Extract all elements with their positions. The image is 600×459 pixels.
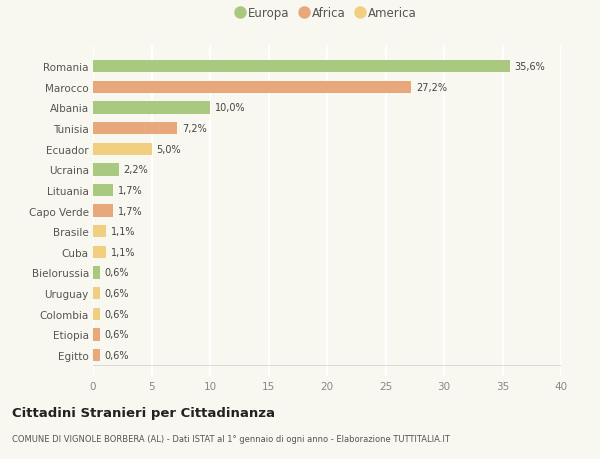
Bar xyxy=(93,143,151,156)
Bar xyxy=(93,61,509,73)
Text: 1,7%: 1,7% xyxy=(118,185,142,196)
Text: 27,2%: 27,2% xyxy=(416,83,447,93)
Bar xyxy=(93,349,100,361)
Text: 0,6%: 0,6% xyxy=(105,288,129,298)
Text: 0,6%: 0,6% xyxy=(105,330,129,340)
Text: Cittadini Stranieri per Cittadinanza: Cittadini Stranieri per Cittadinanza xyxy=(12,406,275,419)
Bar xyxy=(93,308,100,320)
Bar xyxy=(93,225,106,238)
Bar xyxy=(93,185,113,197)
Text: 0,6%: 0,6% xyxy=(105,350,129,360)
Text: 1,1%: 1,1% xyxy=(110,227,135,237)
Bar xyxy=(93,164,119,176)
Text: 7,2%: 7,2% xyxy=(182,124,206,134)
Bar xyxy=(93,102,210,114)
Bar xyxy=(93,246,106,258)
Bar xyxy=(93,329,100,341)
Text: 2,2%: 2,2% xyxy=(124,165,148,175)
Bar xyxy=(93,123,177,135)
Text: COMUNE DI VIGNOLE BORBERA (AL) - Dati ISTAT al 1° gennaio di ogni anno - Elabora: COMUNE DI VIGNOLE BORBERA (AL) - Dati IS… xyxy=(12,434,450,443)
Text: 1,7%: 1,7% xyxy=(118,206,142,216)
Bar xyxy=(93,287,100,300)
Bar xyxy=(93,82,411,94)
Legend: Europa, Africa, America: Europa, Africa, America xyxy=(233,2,421,25)
Text: 0,6%: 0,6% xyxy=(105,268,129,278)
Text: 5,0%: 5,0% xyxy=(156,145,181,154)
Bar xyxy=(93,267,100,279)
Text: 1,1%: 1,1% xyxy=(110,247,135,257)
Text: 0,6%: 0,6% xyxy=(105,309,129,319)
Bar xyxy=(93,205,113,217)
Text: 10,0%: 10,0% xyxy=(215,103,245,113)
Text: 35,6%: 35,6% xyxy=(514,62,545,72)
